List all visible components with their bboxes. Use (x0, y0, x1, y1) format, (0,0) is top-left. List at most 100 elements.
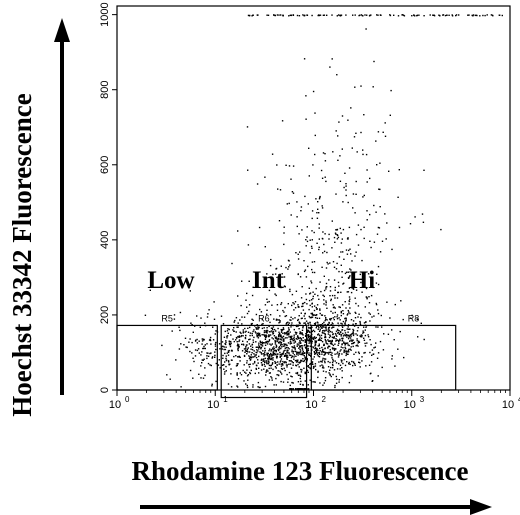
data-point (201, 340, 204, 342)
data-point (228, 342, 231, 345)
data-point (290, 337, 293, 339)
data-point (289, 360, 291, 362)
data-point (250, 357, 253, 359)
data-point (331, 367, 334, 369)
data-point (305, 320, 308, 322)
data-point (349, 340, 351, 342)
data-point (257, 386, 259, 388)
data-point (307, 365, 309, 367)
data-point (232, 338, 234, 340)
data-point (348, 276, 351, 278)
data-point (318, 246, 320, 248)
data-point (379, 340, 382, 343)
data-point (354, 14, 356, 16)
data-point (324, 358, 327, 360)
data-point (352, 342, 355, 344)
data-point (320, 360, 322, 363)
data-point (298, 344, 300, 346)
data-point (275, 349, 277, 352)
data-point (292, 318, 294, 320)
data-point (215, 362, 217, 365)
data-point (239, 372, 241, 374)
data-point (269, 314, 272, 316)
data-point (237, 295, 239, 297)
data-point (258, 326, 260, 329)
data-point (263, 330, 266, 332)
data-point (271, 379, 273, 381)
data-point (238, 336, 241, 338)
data-point (247, 14, 250, 17)
data-point (291, 361, 293, 363)
data-point (271, 343, 273, 345)
data-point (324, 315, 326, 317)
data-point (225, 355, 227, 357)
data-point (334, 241, 336, 243)
data-point (256, 364, 258, 367)
data-point (243, 316, 246, 318)
data-point (341, 323, 343, 325)
data-point (280, 303, 282, 306)
data-point (397, 348, 399, 350)
data-point (359, 322, 361, 324)
data-point (400, 300, 402, 302)
data-point (340, 14, 343, 16)
data-point (344, 322, 346, 324)
data-point (278, 346, 280, 349)
data-point (261, 345, 264, 347)
data-point (209, 336, 212, 339)
data-point (275, 361, 277, 364)
data-point (315, 314, 317, 317)
data-point (349, 248, 351, 250)
data-point (346, 291, 348, 293)
data-point (268, 379, 271, 381)
data-point (284, 337, 287, 339)
data-point (288, 371, 291, 374)
data-point (285, 362, 287, 364)
data-point (299, 353, 301, 355)
data-point (338, 362, 340, 365)
data-point (203, 345, 205, 348)
data-point (308, 352, 310, 354)
data-point (307, 203, 309, 205)
data-point (306, 351, 308, 353)
data-point (302, 309, 305, 311)
data-point (448, 14, 450, 16)
data-point (297, 306, 300, 308)
data-point (314, 353, 316, 355)
data-point (269, 264, 272, 267)
data-point (318, 223, 320, 225)
data-point (345, 183, 347, 185)
data-point (247, 351, 249, 353)
data-point (302, 358, 304, 360)
data-point (204, 374, 206, 377)
data-point (299, 341, 301, 343)
data-point (303, 359, 306, 362)
data-point (331, 352, 333, 354)
data-point (256, 349, 258, 351)
data-point (352, 329, 355, 332)
data-point (324, 353, 326, 356)
data-point (319, 329, 321, 331)
data-point (372, 286, 374, 289)
data-point (319, 281, 321, 283)
data-point (264, 342, 266, 344)
data-point (339, 338, 341, 340)
data-point (267, 355, 269, 357)
data-point (292, 388, 295, 390)
data-point (306, 359, 308, 361)
data-point (338, 354, 340, 356)
data-point (236, 341, 238, 343)
data-point (260, 342, 262, 344)
data-point (271, 363, 274, 365)
data-point (348, 303, 350, 305)
data-point (300, 333, 302, 335)
data-point (379, 206, 381, 208)
data-point (272, 351, 274, 353)
x-tick-label-2: 10 (305, 399, 317, 411)
data-point (256, 346, 259, 348)
data-point (207, 355, 210, 357)
data-point (271, 377, 273, 379)
data-point (235, 365, 238, 367)
data-point (321, 361, 323, 363)
